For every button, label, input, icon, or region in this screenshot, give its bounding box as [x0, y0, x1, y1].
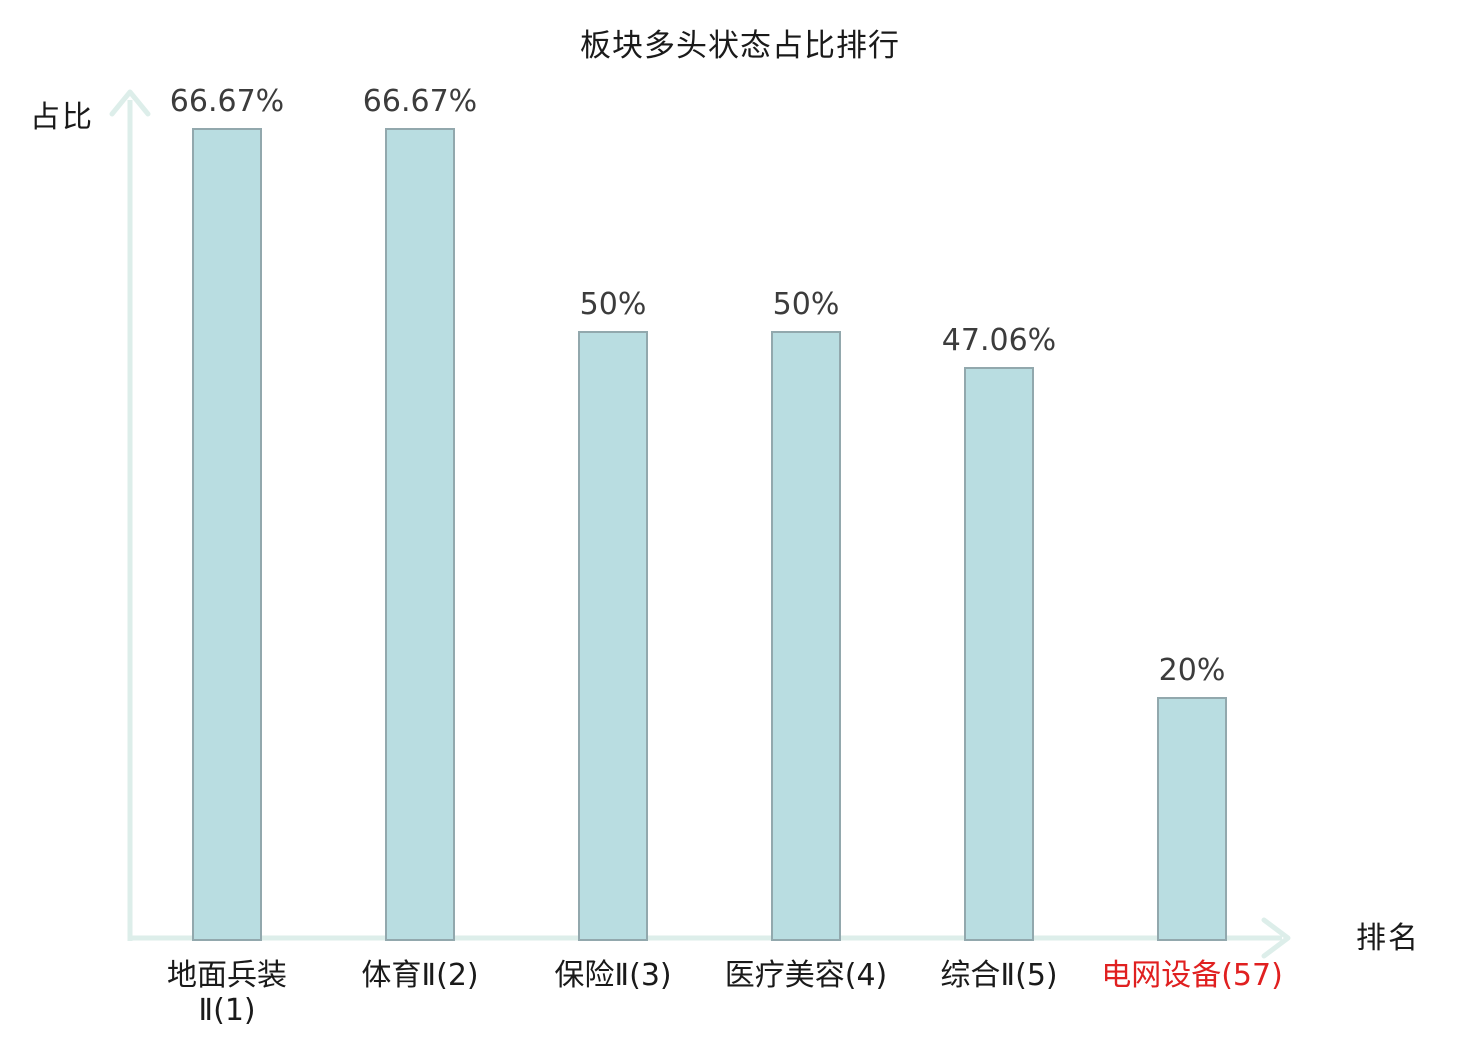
x-axis-arrow-icon [1261, 917, 1291, 959]
bar [1157, 697, 1227, 941]
bar [964, 367, 1034, 941]
bar-value-label: 66.67% [362, 84, 478, 119]
bar [192, 128, 262, 941]
bar-value-label: 50% [772, 287, 840, 322]
bar-value-label: 50% [579, 287, 647, 322]
bar-value-label: 66.67% [169, 84, 285, 119]
bar-value-label: 20% [1158, 653, 1226, 688]
bar-category-label: 医疗美容(4) [724, 958, 888, 993]
y-axis-label: 占比 [30, 100, 94, 135]
bar [771, 331, 841, 941]
bar-category-label: 综合Ⅱ(5) [940, 958, 1058, 993]
bar [385, 128, 455, 941]
bar-category-label: 地面兵装 Ⅱ(1) [167, 958, 287, 1028]
bar-category-label: 电网设备(57) [1101, 958, 1283, 993]
bar-value-label: 47.06% [941, 323, 1057, 358]
bar-category-label: 体育Ⅱ(2) [361, 958, 479, 993]
x-axis-label: 排名 [1356, 921, 1420, 956]
bar [578, 331, 648, 941]
bar-category-label: 保险Ⅱ(3) [554, 958, 672, 993]
chart-title: 板块多头状态占比排行 [580, 28, 900, 64]
